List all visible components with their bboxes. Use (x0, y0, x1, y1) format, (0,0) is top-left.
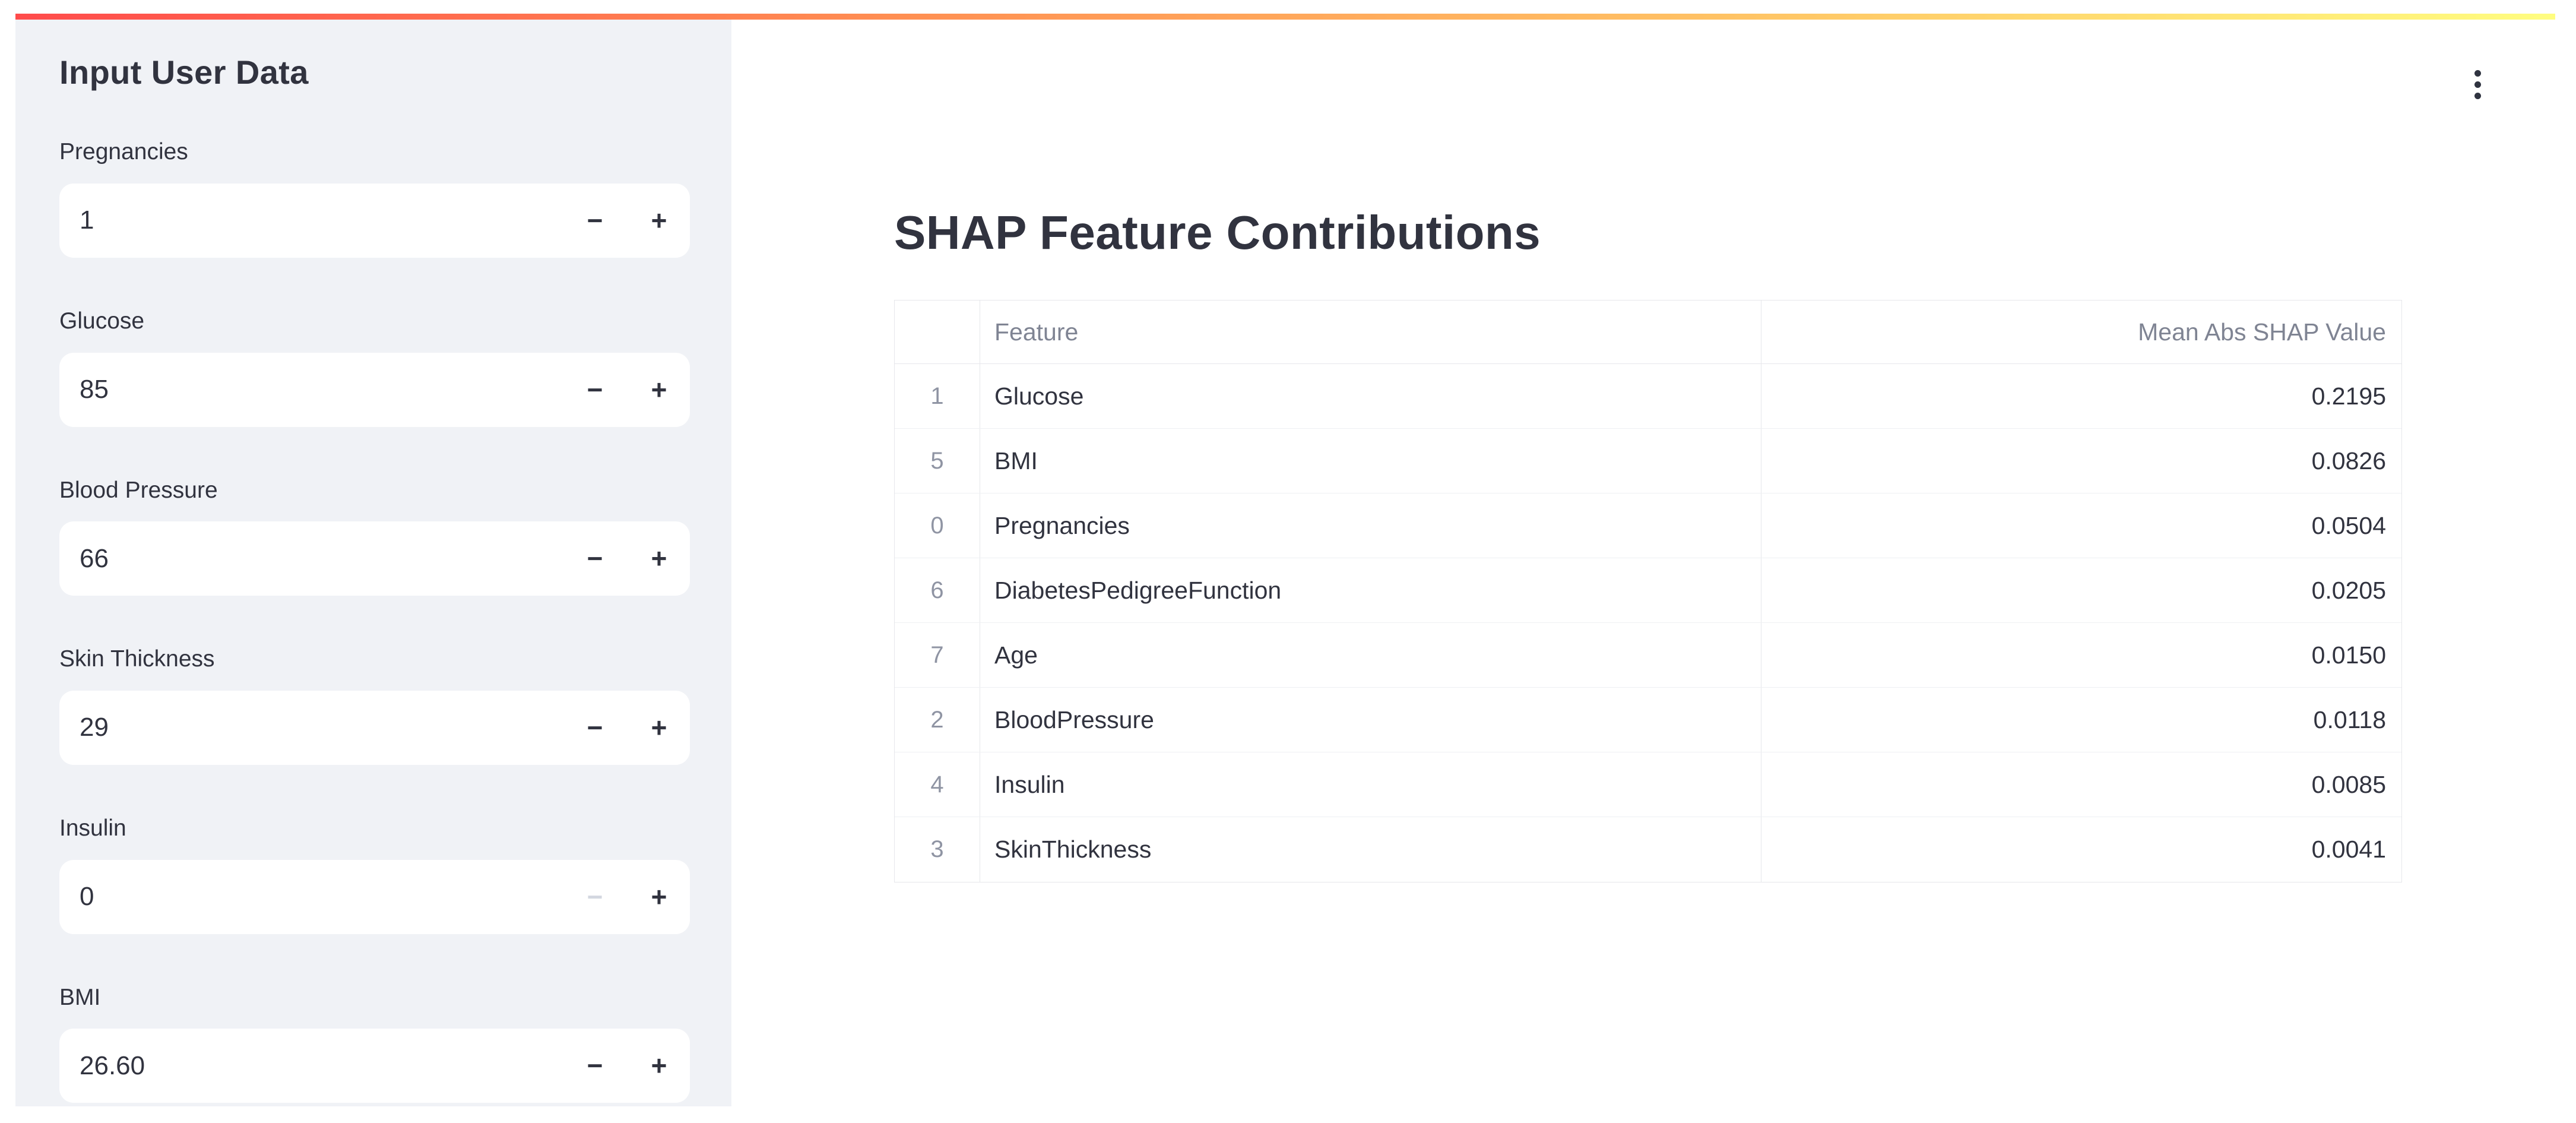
plus-button[interactable]: + (651, 1050, 667, 1081)
input-group-pregnancies: Pregnancies 1 − + (59, 137, 690, 258)
row-index: 6 (895, 558, 980, 622)
input-group-glucose: Glucose 85 − + (59, 306, 690, 427)
blood-pressure-number-input[interactable]: 66 − + (59, 521, 690, 596)
plus-button[interactable]: + (651, 374, 667, 405)
feature-column-header[interactable]: Feature (980, 300, 1761, 363)
row-index: 5 (895, 429, 980, 493)
index-column-header (895, 300, 980, 363)
feature-cell: BMI (980, 429, 1761, 493)
input-label: Blood Pressure (59, 477, 218, 503)
input-group-insulin: Insulin 0 − + (59, 814, 690, 934)
input-label: Pregnancies (59, 139, 188, 165)
value-cell: 0.0041 (2311, 836, 2386, 863)
input-label: Glucose (59, 308, 145, 334)
bmi-number-input[interactable]: 26.60 − + (59, 1029, 690, 1103)
minus-button[interactable]: − (587, 711, 603, 743)
value-cell: 0.0150 (2311, 641, 2386, 669)
feature-cell: BloodPressure (980, 688, 1761, 752)
input-label: BMI (59, 984, 101, 1010)
minus-button-disabled: − (587, 881, 603, 912)
plus-button[interactable]: + (651, 711, 667, 743)
table-row[interactable]: 3 SkinThickness 0.0041 (895, 817, 2401, 882)
insulin-value[interactable]: 0 (80, 882, 94, 912)
kebab-menu-icon[interactable] (2471, 67, 2485, 103)
table-row[interactable]: 2 BloodPressure 0.0118 (895, 688, 2401, 752)
shap-feature-table: Feature Mean Abs SHAP Value 1 Glucose 0.… (894, 300, 2402, 882)
input-label: Insulin (59, 815, 126, 841)
value-column-header[interactable]: Mean Abs SHAP Value (2138, 318, 2386, 346)
table-row[interactable]: 7 Age 0.0150 (895, 623, 2401, 688)
sidebar-title: Input User Data (59, 53, 309, 91)
table-header-row: Feature Mean Abs SHAP Value (895, 300, 2401, 364)
table-row[interactable]: 5 BMI 0.0826 (895, 429, 2401, 494)
table-row[interactable]: 4 Insulin 0.0085 (895, 752, 2401, 817)
feature-cell: Age (980, 623, 1761, 687)
insulin-number-input[interactable]: 0 − + (59, 859, 690, 934)
blood-pressure-value[interactable]: 66 (80, 543, 109, 573)
feature-cell: Insulin (980, 752, 1761, 817)
plus-button[interactable]: + (651, 204, 667, 236)
minus-button[interactable]: − (587, 543, 603, 574)
row-index: 3 (895, 817, 980, 882)
page-title: SHAP Feature Contributions (894, 206, 1541, 259)
input-group-skin-thickness: Skin Thickness 29 − + (59, 644, 690, 765)
minus-button[interactable]: − (587, 374, 603, 405)
sidebar: Input User Data Pregnancies 1 − + Glucos… (15, 20, 731, 1106)
value-cell: 0.0085 (2311, 770, 2386, 798)
feature-cell: Pregnancies (980, 494, 1761, 558)
value-cell: 0.0205 (2311, 576, 2386, 604)
kebab-dot (2474, 70, 2481, 77)
plus-button[interactable]: + (651, 543, 667, 574)
pregnancies-number-input[interactable]: 1 − + (59, 183, 690, 258)
table-row[interactable]: 0 Pregnancies 0.0504 (895, 494, 2401, 558)
kebab-dot (2474, 93, 2481, 99)
minus-button[interactable]: − (587, 1050, 603, 1081)
input-group-bmi: BMI 26.60 − + (59, 983, 690, 1103)
row-index: 7 (895, 623, 980, 687)
value-cell: 0.0504 (2311, 511, 2386, 539)
table-row[interactable]: 6 DiabetesPedigreeFunction 0.0205 (895, 558, 2401, 623)
glucose-value[interactable]: 85 (80, 375, 109, 404)
input-label: Skin Thickness (59, 646, 215, 672)
pregnancies-value[interactable]: 1 (80, 205, 94, 235)
value-cell: 0.0118 (2313, 706, 2386, 733)
plus-button[interactable]: + (651, 881, 667, 912)
value-cell: 0.0826 (2311, 447, 2386, 474)
minus-button[interactable]: − (587, 204, 603, 236)
feature-cell: Glucose (980, 364, 1761, 428)
skin-thickness-value[interactable]: 29 (80, 713, 109, 742)
row-index: 1 (895, 364, 980, 428)
table-row[interactable]: 1 Glucose 0.2195 (895, 364, 2401, 429)
kebab-dot (2474, 81, 2481, 88)
row-index: 4 (895, 752, 980, 817)
skin-thickness-number-input[interactable]: 29 − + (59, 690, 690, 765)
feature-cell: SkinThickness (980, 817, 1761, 882)
glucose-number-input[interactable]: 85 − + (59, 352, 690, 427)
row-index: 2 (895, 688, 980, 752)
bmi-value[interactable]: 26.60 (80, 1051, 145, 1080)
feature-cell: DiabetesPedigreeFunction (980, 558, 1761, 622)
top-decoration-bar (15, 14, 2555, 20)
row-index: 0 (895, 494, 980, 558)
value-cell: 0.2195 (2311, 382, 2386, 410)
input-group-blood-pressure: Blood Pressure 66 − + (59, 476, 690, 596)
